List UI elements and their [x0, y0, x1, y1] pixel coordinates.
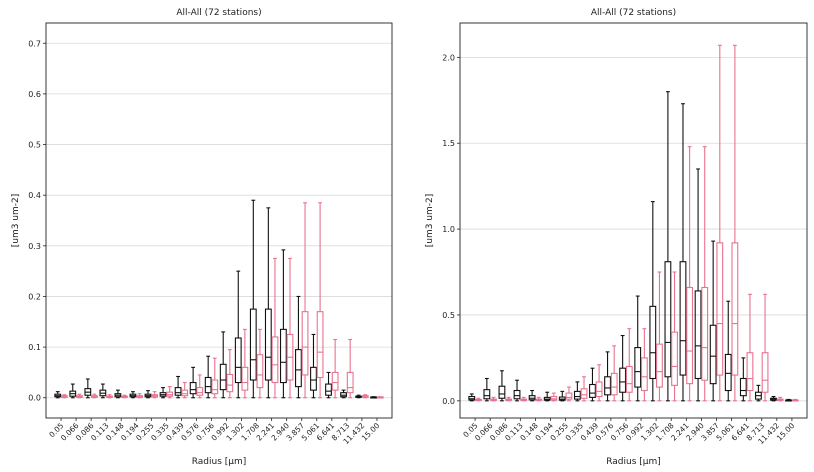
chart2-y-tick-label: 0.5	[442, 311, 455, 320]
chart2-plot-frame	[459, 22, 808, 419]
chart1-pink-box-0.992-box	[226, 373, 234, 393]
chart2-x-axis-label: Radius [μm]	[606, 457, 661, 467]
chart1-y-tick-label: 0.5	[28, 141, 41, 150]
chart2-black-box-1.302-box	[649, 305, 657, 380]
chart2-pink-box-0.255-box	[565, 392, 573, 400]
chart1-black-box-0.756-box	[204, 376, 212, 394]
chart2-pink-box-2.940-box	[701, 286, 709, 381]
chart2-y-tick-label: 2.0	[442, 53, 455, 62]
chart1-black-box-1.708-box	[249, 308, 257, 381]
chart2-y-tick-label: 1.0	[442, 225, 455, 234]
chart1-black-box-2.241-box	[264, 308, 272, 381]
chart2-black-box-5.061-box	[724, 353, 732, 392]
chart1-x-axis-label: Radius [μm]	[192, 457, 247, 467]
chart2-black-box-0.335-box	[573, 390, 581, 400]
chart2-pink-box-0.576-box	[610, 372, 618, 396]
chart2-black-box-3.857-box	[709, 324, 717, 385]
chart1-pink-box-0.756-box	[211, 379, 219, 395]
chart2-pink-box-8.713-box	[761, 352, 769, 393]
chart1-black-box-3.857-box	[295, 349, 302, 388]
chart1-y-tick-label: 0.1	[28, 343, 41, 352]
chart1-pink-box-6.641-box	[331, 371, 339, 391]
chart1-pink-box-8.713-box	[346, 371, 354, 394]
chart2-black-box-0.439-box	[589, 383, 596, 398]
chart1-black-box-0.576-box	[189, 382, 197, 395]
chart2-y-tick-label: 0.0	[442, 397, 455, 406]
chart1-pink-box-1.708-box	[256, 354, 264, 389]
chart2-black-box-2.940-box	[694, 290, 702, 380]
chart1-black-box-0.439-box	[174, 387, 182, 396]
chart1-pink-box-5.061-box	[316, 311, 324, 379]
chart2-black-box-0.113-box	[513, 389, 521, 400]
chart2-black-box-0.992-box	[634, 347, 642, 388]
chart1-pink-box-2.241-box	[271, 336, 279, 384]
chart2-black-box-0.086-box	[498, 385, 506, 399]
chart2-pink-box-0.992-box	[640, 357, 648, 392]
chart1-plot-frame	[45, 22, 393, 419]
chart2-black-box-0.066-box	[483, 389, 491, 400]
chart2-pink-box-0.335-box	[580, 388, 588, 399]
chart1-y-tick-label: 0.2	[28, 292, 41, 301]
chart1-pink-box-0.576-box	[196, 387, 204, 396]
chart2-black-box-2.241-box	[679, 261, 687, 376]
chart2-pink-box-5.061-box	[731, 242, 739, 376]
chart2-pink-box-0.439-box	[595, 381, 603, 398]
chart2-black-box-6.641-box	[739, 377, 747, 397]
chart2-pink-box-6.641-box	[746, 352, 754, 392]
chart1-y-tick-label: 0.3	[28, 242, 41, 251]
chart1-black-box-5.061-box	[310, 366, 317, 391]
chart1-pink-box-3.857-box	[301, 311, 309, 376]
chart2-title: All-All (72 stations)	[591, 8, 676, 18]
chart1-y-tick-label: 0.0	[28, 394, 41, 403]
chart2-black-box-1.708-box	[664, 261, 672, 378]
chart1-black-box-6.641-box	[325, 383, 332, 396]
chart1-black-box-1.302-box	[234, 337, 242, 384]
chart2-black-box-0.576-box	[604, 376, 611, 396]
chart2-y-tick-label: 1.5	[442, 139, 455, 148]
chart2-pink-box-2.241-box	[686, 286, 694, 385]
chart2-x-tick-label: 15.00	[775, 421, 797, 443]
chart1-black-box-0.992-box	[219, 363, 227, 391]
chart1-title: All-All (72 stations)	[176, 8, 261, 18]
chart2-pink-box-1.708-box	[671, 331, 678, 386]
chart1-y-tick-label: 0.7	[28, 39, 41, 48]
chart1-y-axis-label: [um3 um-2]	[11, 194, 21, 248]
chart2-pink-box-1.302-box	[656, 343, 663, 388]
chart1-y-tick-label: 0.4	[28, 191, 41, 200]
chart2-pink-box-0.756-box	[625, 365, 633, 393]
chart1-pink-box-1.302-box	[241, 366, 249, 391]
chart2-pink-box-3.857-box	[716, 242, 724, 376]
chart2-y-axis-label: [um3 um-2]	[425, 194, 435, 248]
chart1-pink-box-0.439-box	[181, 389, 189, 397]
chart2-black-box-0.756-box	[619, 367, 627, 393]
chart1-black-box-2.940-box	[279, 328, 287, 384]
chart1-y-tick-label: 0.6	[28, 90, 41, 99]
